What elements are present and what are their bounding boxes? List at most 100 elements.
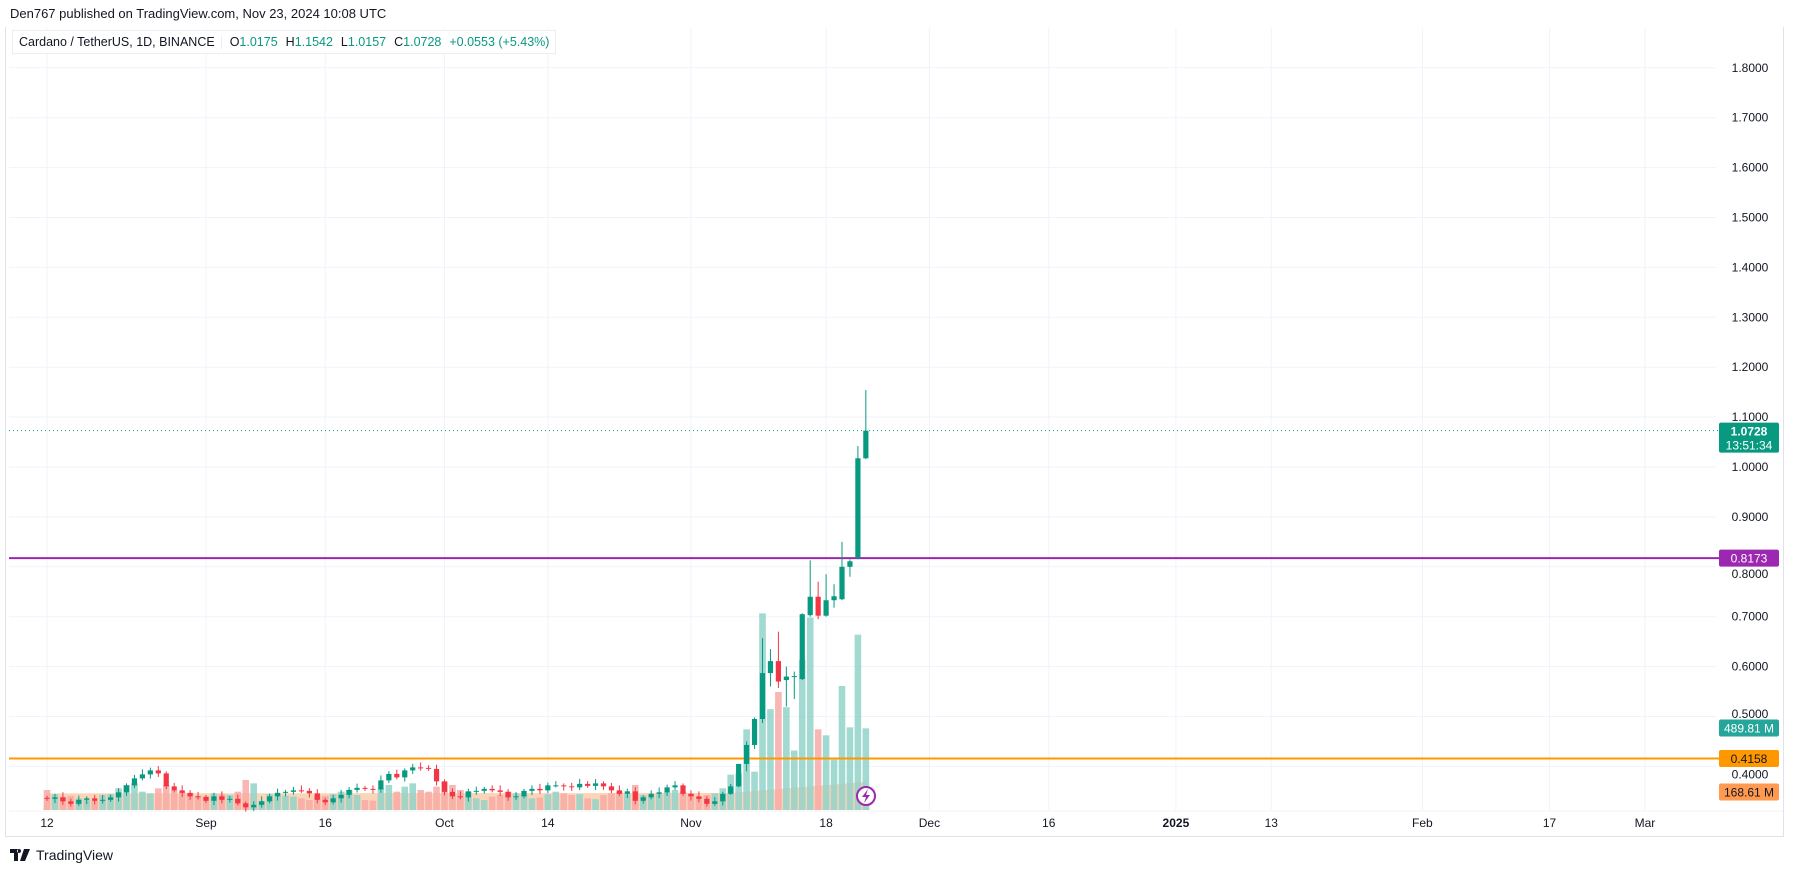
candle-body[interactable]	[553, 785, 559, 787]
candle-body[interactable]	[664, 787, 670, 793]
candle-body[interactable]	[115, 792, 122, 798]
candle-body[interactable]	[211, 796, 217, 801]
candle-body[interactable]	[855, 458, 861, 558]
candle-body[interactable]	[338, 794, 344, 799]
candle-body[interactable]	[227, 798, 233, 800]
candle-body[interactable]	[624, 791, 630, 794]
candle-body[interactable]	[314, 793, 320, 800]
candle-body[interactable]	[171, 786, 177, 791]
candle-body[interactable]	[720, 793, 726, 802]
candle-body[interactable]	[744, 744, 750, 764]
candle-body[interactable]	[290, 790, 297, 792]
candle-body[interactable]	[608, 786, 615, 791]
candle-body[interactable]	[521, 790, 527, 797]
candle-body[interactable]	[131, 778, 138, 786]
candle-body[interactable]	[712, 801, 718, 804]
candle-body[interactable]	[505, 791, 511, 798]
lightning-icon[interactable]	[856, 786, 876, 806]
candle-body[interactable]	[362, 787, 368, 789]
candle-body[interactable]	[235, 798, 241, 804]
candle-body[interactable]	[52, 797, 58, 799]
candle-body[interactable]	[585, 783, 591, 786]
candle-body[interactable]	[473, 790, 479, 792]
candle-body[interactable]	[330, 798, 336, 803]
symbol-name[interactable]: Cardano / TetherUS, 1D, BINANCE	[19, 35, 222, 49]
candle-body[interactable]	[577, 783, 583, 788]
candle-body[interactable]	[839, 566, 845, 600]
candle-body[interactable]	[831, 596, 837, 601]
candle-body[interactable]	[592, 783, 599, 786]
candle-body[interactable]	[736, 763, 742, 787]
candle-body[interactable]	[863, 430, 869, 459]
candle-body[interactable]	[306, 790, 312, 794]
candle-body[interactable]	[243, 803, 249, 808]
candle-body[interactable]	[561, 785, 567, 787]
candle-body[interactable]	[569, 786, 575, 788]
candle-body[interactable]	[346, 789, 352, 795]
candle-body[interactable]	[640, 797, 646, 801]
candle-body[interactable]	[219, 796, 225, 800]
candle-body[interactable]	[815, 596, 821, 616]
candle-body[interactable]	[537, 788, 543, 791]
candle-body[interactable]	[163, 773, 169, 787]
candle-body[interactable]	[418, 767, 424, 769]
tradingview-logo[interactable]: TradingView	[10, 847, 113, 863]
candle-body[interactable]	[672, 785, 678, 788]
candle-body[interactable]	[680, 785, 686, 794]
candle-body[interactable]	[251, 804, 257, 808]
candle-body[interactable]	[457, 796, 463, 798]
candle-body[interactable]	[449, 791, 456, 797]
candle-body[interactable]	[267, 796, 273, 802]
candle-body[interactable]	[696, 796, 702, 799]
candle-body[interactable]	[60, 797, 66, 802]
candle-body[interactable]	[775, 661, 781, 682]
candle-body[interactable]	[759, 673, 766, 719]
candle-body[interactable]	[108, 797, 114, 800]
candle-body[interactable]	[68, 801, 74, 804]
candle-body[interactable]	[322, 799, 328, 803]
candle-body[interactable]	[179, 790, 185, 793]
candle-body[interactable]	[767, 661, 774, 674]
price-axis[interactable]: 1.8000 1.7000 1.6000 1.5000 1.4000 1.3000 1.20…	[1732, 61, 1769, 782]
candle-body[interactable]	[807, 596, 813, 616]
candle-body[interactable]	[92, 798, 98, 801]
candle-body[interactable]	[147, 770, 153, 775]
candle-body[interactable]	[656, 792, 662, 794]
candle-body[interactable]	[100, 799, 106, 801]
candle-body[interactable]	[155, 770, 161, 774]
candle-body[interactable]	[616, 790, 622, 794]
candle-body[interactable]	[410, 767, 416, 771]
candle-body[interactable]	[688, 793, 694, 797]
candle-body[interactable]	[648, 793, 654, 798]
candle-body[interactable]	[799, 614, 805, 680]
candle-body[interactable]	[259, 801, 265, 805]
candle-body[interactable]	[354, 787, 360, 790]
candle-body[interactable]	[465, 791, 471, 798]
candle-body[interactable]	[370, 788, 376, 790]
candle-body[interactable]	[426, 767, 432, 769]
candle-body[interactable]	[402, 770, 408, 778]
candle-body[interactable]	[513, 796, 519, 798]
candle-body[interactable]	[84, 798, 90, 800]
candle-body[interactable]	[203, 796, 209, 801]
candle-body[interactable]	[847, 561, 853, 567]
candle-body[interactable]	[394, 773, 400, 778]
candle-body[interactable]	[751, 718, 758, 745]
candle-body[interactable]	[489, 788, 495, 791]
candle-body[interactable]	[433, 768, 440, 782]
candle-body[interactable]	[123, 785, 130, 793]
candle-body[interactable]	[704, 798, 710, 804]
candle-body[interactable]	[791, 676, 797, 678]
candle-body[interactable]	[187, 792, 193, 797]
candle-body[interactable]	[529, 788, 535, 791]
candle-body[interactable]	[378, 780, 384, 790]
candle-body[interactable]	[481, 788, 487, 791]
candle-body[interactable]	[282, 791, 289, 793]
candle-body[interactable]	[195, 796, 201, 798]
candle-body[interactable]	[823, 600, 829, 616]
candle-body[interactable]	[44, 797, 50, 799]
candle-body[interactable]	[386, 773, 392, 781]
candle-body[interactable]	[632, 791, 638, 801]
candle-body[interactable]	[545, 785, 551, 791]
